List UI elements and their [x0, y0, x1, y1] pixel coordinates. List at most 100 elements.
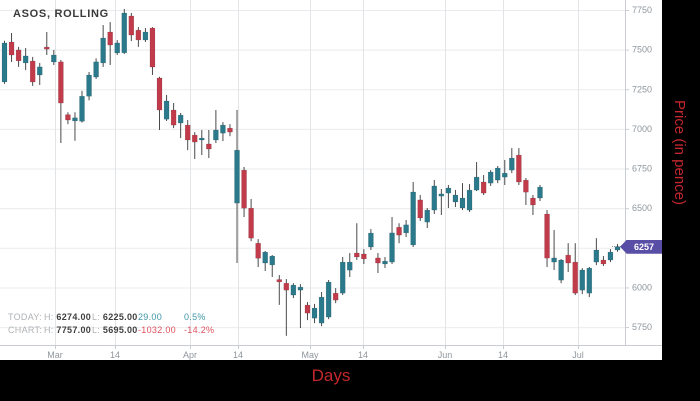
- candle[interactable]: [8, 32, 15, 62]
- candle[interactable]: [466, 184, 473, 212]
- candle[interactable]: [100, 25, 106, 67]
- candle[interactable]: [494, 165, 501, 184]
- candle-body: [445, 187, 452, 194]
- candle[interactable]: [227, 124, 233, 137]
- candle[interactable]: [107, 22, 113, 66]
- candle-body: [206, 143, 212, 150]
- candle[interactable]: [523, 178, 529, 206]
- candle[interactable]: [79, 90, 85, 123]
- candle[interactable]: [445, 185, 452, 209]
- candle[interactable]: [135, 27, 142, 47]
- candle[interactable]: [410, 182, 416, 248]
- candle[interactable]: [262, 250, 268, 271]
- candle[interactable]: [234, 110, 240, 264]
- candle[interactable]: [241, 166, 247, 218]
- candle[interactable]: [487, 170, 494, 186]
- candle-body: [480, 181, 487, 194]
- candlestick-plot[interactable]: 7750 7500 7250 7000 6750 6500 6000 5750 Mar 14 Apr…: [0, 0, 662, 360]
- candle[interactable]: [375, 253, 381, 274]
- candle[interactable]: [206, 130, 212, 159]
- candle-body: [403, 224, 409, 234]
- candle[interactable]: [213, 110, 219, 144]
- candle[interactable]: [586, 266, 593, 298]
- candle[interactable]: [290, 283, 297, 299]
- candle[interactable]: [431, 179, 438, 215]
- candle[interactable]: [51, 49, 57, 66]
- candle[interactable]: [86, 71, 92, 101]
- candle[interactable]: [551, 230, 557, 271]
- candle[interactable]: [347, 253, 353, 277]
- candle[interactable]: [544, 210, 550, 267]
- candle[interactable]: [128, 13, 135, 42]
- candle[interactable]: [283, 279, 290, 336]
- candle-body: [438, 193, 445, 197]
- candle[interactable]: [593, 238, 600, 266]
- candle[interactable]: [325, 279, 332, 320]
- candle[interactable]: [248, 198, 254, 242]
- candle[interactable]: [184, 120, 191, 151]
- candle[interactable]: [36, 62, 43, 85]
- candle[interactable]: [354, 223, 360, 261]
- candle[interactable]: [502, 159, 508, 186]
- candle[interactable]: [255, 239, 261, 267]
- candle[interactable]: [58, 59, 64, 144]
- candle[interactable]: [607, 249, 614, 263]
- candle[interactable]: [530, 195, 536, 215]
- candle[interactable]: [177, 113, 184, 139]
- candle[interactable]: [516, 148, 522, 186]
- candle-body: [248, 207, 254, 239]
- candle[interactable]: [332, 288, 339, 304]
- candle[interactable]: [361, 249, 367, 264]
- candle[interactable]: [65, 112, 71, 125]
- candle[interactable]: [304, 302, 311, 321]
- candle[interactable]: [600, 256, 607, 267]
- candle[interactable]: [311, 303, 318, 324]
- candle[interactable]: [558, 259, 564, 284]
- candle[interactable]: [537, 185, 543, 202]
- candle[interactable]: [220, 122, 226, 142]
- candle[interactable]: [452, 189, 459, 208]
- candle[interactable]: [72, 112, 78, 141]
- candle[interactable]: [473, 162, 480, 192]
- candle[interactable]: [368, 229, 374, 251]
- candle[interactable]: [170, 103, 177, 129]
- candle[interactable]: [424, 208, 431, 228]
- candle[interactable]: [276, 275, 283, 305]
- candle[interactable]: [572, 243, 578, 296]
- candle[interactable]: [389, 217, 395, 264]
- candle[interactable]: [114, 40, 120, 56]
- candle[interactable]: [22, 48, 29, 71]
- candle[interactable]: [509, 148, 515, 174]
- candle[interactable]: [565, 243, 571, 273]
- candle[interactable]: [29, 56, 36, 86]
- legend-row-chart: CHART: H: 7757.00 L: 5695.00 -1032.00 -1…: [8, 324, 214, 337]
- candle[interactable]: [403, 220, 409, 238]
- candle[interactable]: [614, 244, 621, 252]
- candle[interactable]: [142, 28, 149, 43]
- candle[interactable]: [579, 268, 586, 295]
- candle[interactable]: [438, 188, 445, 215]
- candle-body: [107, 31, 113, 46]
- candle[interactable]: [480, 175, 487, 196]
- candle-body: [558, 259, 564, 281]
- candle[interactable]: [191, 132, 198, 160]
- candle[interactable]: [269, 255, 275, 277]
- candle[interactable]: [382, 257, 388, 268]
- candle[interactable]: [459, 183, 466, 211]
- candle[interactable]: [339, 257, 346, 296]
- candle[interactable]: [1, 40, 8, 84]
- candle-body: [51, 54, 57, 63]
- candle[interactable]: [396, 223, 402, 244]
- candle[interactable]: [318, 292, 325, 327]
- candle[interactable]: [121, 8, 128, 55]
- candle[interactable]: [93, 58, 99, 79]
- candle[interactable]: [163, 94, 170, 121]
- candle-body: [586, 267, 593, 294]
- candle[interactable]: [15, 46, 22, 67]
- candle[interactable]: [199, 130, 205, 156]
- candle[interactable]: [297, 284, 304, 329]
- candle[interactable]: [44, 32, 50, 56]
- candle[interactable]: [417, 195, 423, 222]
- candle[interactable]: [156, 76, 163, 131]
- candle[interactable]: [149, 27, 156, 75]
